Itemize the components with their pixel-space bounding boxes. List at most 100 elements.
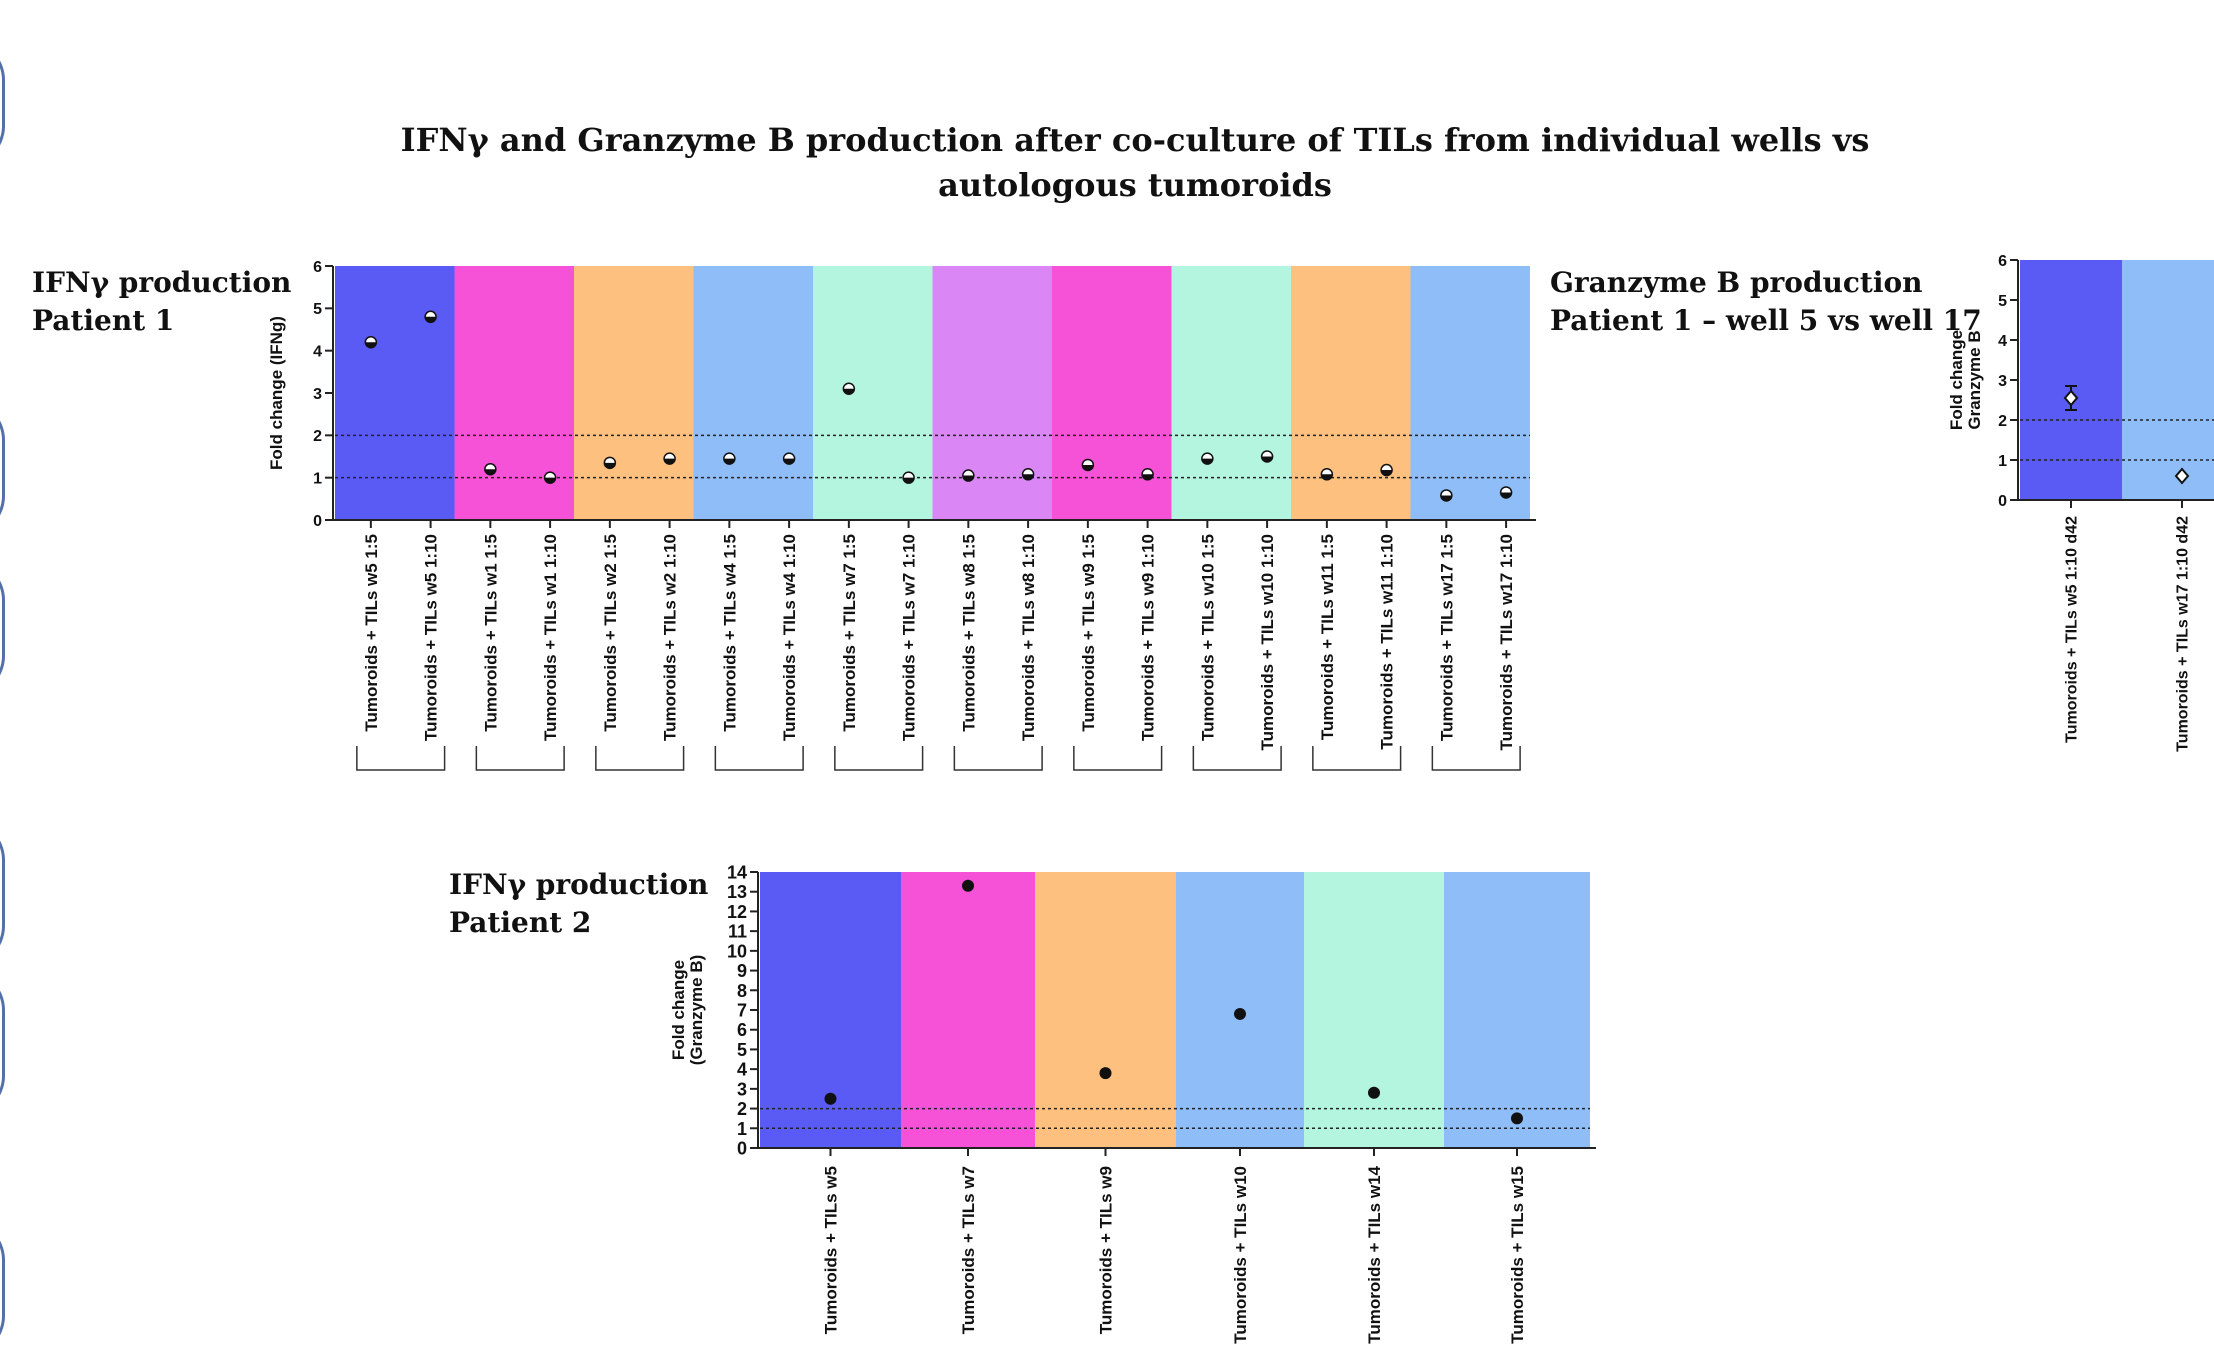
background-band — [901, 872, 1035, 1148]
x-tick-label: Tumoroids + TILs w7 1:10 — [900, 534, 919, 741]
data-point-fill — [1321, 474, 1333, 480]
slide-title-line-1: IFNγ and Granzyme B production after co-… — [400, 121, 1870, 159]
y-tick-label: 11 — [728, 922, 747, 942]
data-point-fill — [1261, 456, 1273, 462]
background-band — [813, 266, 933, 520]
x-tick-label: Tumoroids + TILs w7 1:5 — [840, 534, 859, 732]
panel-label-patient2: IFNγ production Patient 2 — [449, 866, 708, 942]
x-tick-label: Tumoroids + TILs w11 1:5 — [1318, 534, 1337, 740]
panel-label-patient1-line2: Patient 1 — [32, 304, 175, 337]
x-tick-label: Tumoroids + TILs w8 1:5 — [959, 534, 978, 732]
background-band — [1304, 872, 1444, 1148]
panel-label-patient1: IFNγ production Patient 1 — [32, 264, 291, 340]
y-tick-label: 6 — [737, 1020, 747, 1040]
x-tick-label: Tumoroids + TILs w9 — [1096, 1166, 1115, 1334]
y-tick-label: 6 — [313, 259, 322, 276]
group-bracket — [834, 746, 924, 771]
x-tick-label: Tumoroids + TILs w7 — [959, 1166, 978, 1334]
data-point-fill — [365, 342, 377, 348]
background-band — [335, 266, 455, 520]
y-tick-label: 4 — [313, 343, 322, 360]
y-axis-label: Granzyme B — [1965, 330, 1984, 429]
background-band — [2122, 260, 2214, 500]
y-tick-label: 5 — [313, 301, 322, 318]
y-tick-label: 7 — [737, 1000, 747, 1020]
y-tick-label: 0 — [313, 513, 322, 530]
y-tick-label: 1 — [313, 470, 322, 487]
y-tick-label: 3 — [1998, 373, 2007, 390]
y-tick-label: 5 — [737, 1040, 747, 1060]
x-tick-label: Tumoroids + TILs w10 1:10 — [1258, 534, 1277, 751]
y-tick-label: 1 — [1998, 453, 2007, 470]
x-tick-label: Tumoroids + TILs w17 1:10 — [1497, 534, 1516, 751]
chart-1: 0 1 2 3 4 5 6 Fold change (IFNg) Tumoroids + TIL… — [267, 259, 1536, 771]
background-band — [1291, 266, 1411, 520]
x-tick-label: Tumoroids + TILs w5 1:5 — [362, 534, 381, 732]
data-point-fill — [903, 477, 915, 484]
y-axis-label: Fold change — [669, 960, 688, 1060]
x-tick-label: Tumoroids + TILs w1 1:5 — [481, 534, 500, 732]
data-point-fill — [1440, 495, 1452, 501]
background-band — [1052, 266, 1172, 520]
x-tick-label: Tumoroids + TILs w17 1:10 d42 — [2175, 516, 2192, 752]
background-band — [454, 266, 574, 520]
y-tick-label: 9 — [737, 961, 747, 981]
x-tick-label: Tumoroids + TILs w5 1:10 — [422, 534, 441, 741]
data-point-fill — [664, 458, 676, 465]
data-point — [962, 879, 974, 892]
data-point — [1368, 1086, 1380, 1099]
background-band — [1444, 872, 1590, 1148]
y-tick-label: 12 — [727, 902, 747, 922]
data-point — [2063, 389, 2079, 407]
y-tick-label: 6 — [1998, 253, 2007, 270]
group-bracket — [595, 746, 685, 771]
data-point — [1511, 1112, 1523, 1125]
y-tick-label: 14 — [727, 862, 747, 882]
y-tick-label: 10 — [727, 941, 747, 961]
y-tick-label: 13 — [727, 882, 747, 902]
x-tick-label: Tumoroids + TILs w11 1:10 — [1378, 534, 1397, 750]
y-tick-label: 5 — [1998, 293, 2007, 310]
group-bracket — [475, 746, 565, 771]
x-tick-label: Tumoroids + TILs w5 1:10 d42 — [2064, 516, 2081, 743]
data-point-fill — [723, 458, 735, 465]
background-band — [693, 266, 813, 520]
group-bracket — [1312, 746, 1402, 771]
y-tick-label: 3 — [313, 386, 322, 403]
background-band — [1171, 266, 1291, 520]
background-band — [1410, 266, 1530, 520]
x-tick-label: Tumoroids + TILs w4 1:10 — [780, 534, 799, 741]
group-bracket — [1073, 746, 1163, 771]
background-band — [760, 872, 901, 1148]
group-bracket — [356, 746, 446, 771]
data-point-fill — [783, 458, 795, 465]
y-tick-label: 2 — [1998, 413, 2007, 430]
panel-label-granzyme-line2: Patient 1 – well 5 vs well 17 — [1550, 304, 1982, 337]
y-tick-label: 4 — [1998, 333, 2007, 350]
x-tick-label: Tumoroids + TILs w10 — [1231, 1166, 1250, 1344]
data-point-fill — [1500, 492, 1512, 498]
panel-label-patient2-line2: Patient 2 — [449, 906, 592, 939]
group-bracket — [1192, 746, 1282, 771]
x-tick-label: Tumoroids + TILs w2 1:10 — [661, 534, 680, 741]
x-tick-label: Tumoroids + TILs w2 1:5 — [601, 534, 620, 732]
y-axis-label: Fold change — [1947, 330, 1966, 430]
data-point-fill — [425, 316, 437, 323]
x-tick-label: Tumoroids + TILs w14 — [1365, 1165, 1384, 1343]
group-bracket — [953, 746, 1043, 771]
data-point-fill — [544, 477, 556, 484]
panel-label-granzyme: Granzyme B production Patient 1 – well 5… — [1550, 264, 1982, 340]
data-point-fill — [1201, 458, 1213, 465]
x-tick-label: Tumoroids + TILs w1 1:10 — [541, 534, 560, 741]
y-tick-label: 2 — [313, 428, 322, 445]
data-point — [2174, 467, 2190, 485]
data-point-fill — [1022, 474, 1034, 480]
y-tick-label: 4 — [737, 1060, 747, 1080]
panel-label-granzyme-line1: Granzyme B production — [1550, 266, 1923, 299]
background-band — [932, 266, 1052, 520]
y-tick-label: 1 — [737, 1119, 747, 1139]
panel-label-patient1-line1: IFNγ production — [32, 266, 292, 299]
y-tick-label: 8 — [737, 981, 747, 1001]
